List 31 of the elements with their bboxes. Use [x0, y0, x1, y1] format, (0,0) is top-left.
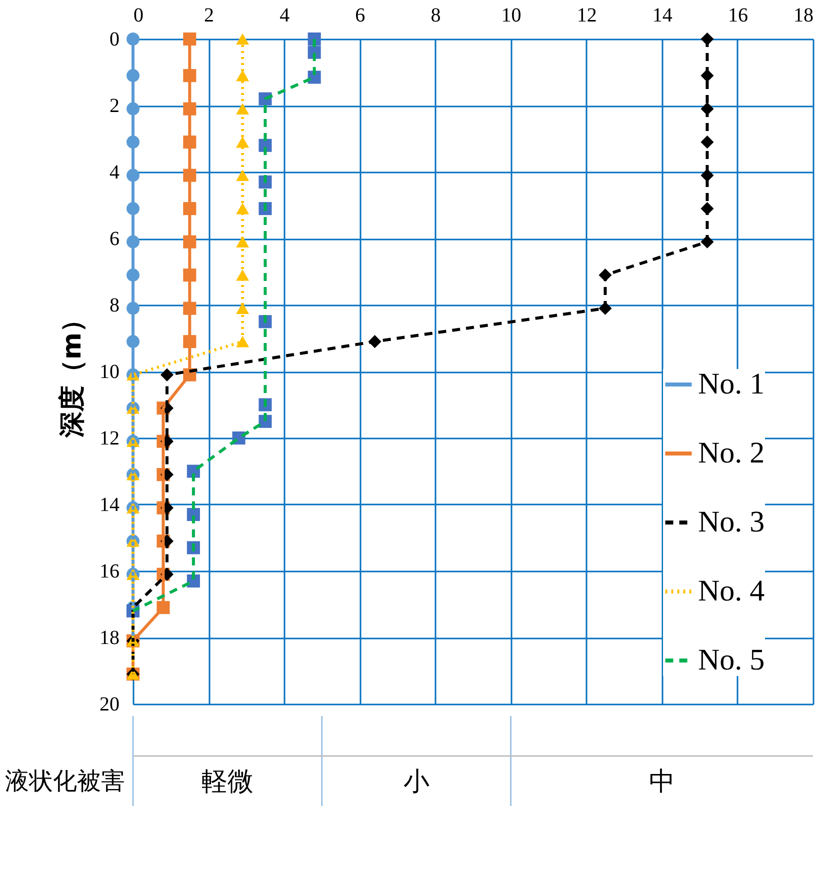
y-tick-label: 14: [100, 494, 120, 516]
x-tick-label: 14: [652, 4, 672, 26]
text: 中: [648, 767, 675, 797]
y-tick-label: 8: [110, 294, 120, 316]
y-tick-label: 20: [100, 694, 120, 716]
y-tick-label: 12: [100, 428, 120, 450]
text: 軽微: [201, 767, 254, 797]
legend-label: No. 2: [698, 436, 765, 470]
y-tick-label: 6: [110, 228, 120, 250]
x-tick-label: 8: [430, 4, 441, 26]
y-tick-label: 16: [100, 560, 120, 582]
text: 液状化被害: [5, 767, 125, 795]
y-tick-label: 10: [100, 361, 120, 383]
x-tick-label: 12: [576, 4, 597, 26]
y-axis-title: 深度（m）: [58, 306, 88, 439]
y-tick-label: 4: [110, 162, 120, 184]
y-tick-label: 2: [110, 95, 120, 117]
y-tick-label: 18: [100, 627, 120, 649]
legend-label: No. 5: [698, 644, 765, 676]
x-tick-label: 2: [204, 4, 214, 26]
x-tick-label: 4: [280, 4, 290, 26]
x-tick-label: 0: [134, 4, 144, 26]
x-tick-label: 18: [794, 4, 814, 26]
legend-label: No. 4: [698, 574, 765, 608]
y-tick-label: 0: [110, 28, 120, 50]
legend-label: No. 3: [698, 506, 765, 538]
x-tick-label: 10: [501, 4, 522, 26]
x-tick-label: 6: [355, 4, 366, 26]
legend-label: No. 1: [698, 368, 765, 400]
text: 小: [403, 767, 430, 797]
x-tick-label: 16: [728, 4, 748, 26]
